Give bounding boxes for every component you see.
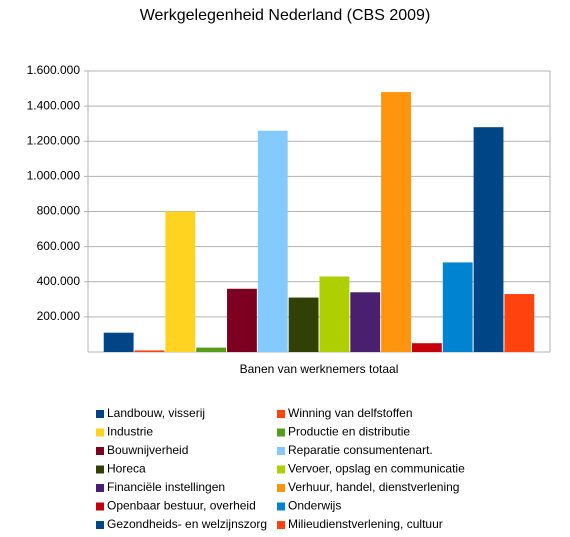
legend-label: Winning van delfstoffen: [288, 406, 413, 420]
legend-label: Landbouw, visserij: [107, 406, 205, 420]
legend-label: Bouwnijverheid: [107, 443, 188, 457]
legend-swatch: [96, 410, 104, 418]
bar: [411, 343, 442, 352]
legend-swatch: [96, 428, 104, 437]
y-tick-label: 600.000: [37, 239, 81, 253]
bar: [350, 292, 381, 352]
y-tick-label: 800.000: [37, 204, 81, 218]
legend-label: Financiële instellingen: [107, 480, 225, 494]
legend-swatch: [96, 484, 104, 492]
legend-label: Gezondheids- en welzijnszorg: [107, 517, 267, 531]
legend-swatch: [277, 484, 285, 492]
legend-label: Openbaar bestuur, overheid: [107, 499, 256, 513]
y-tick-label: 1.400.000: [27, 98, 81, 112]
legend-label: Verhuur, handel, dienstverlening: [288, 480, 459, 494]
legend-swatch: [277, 428, 285, 437]
legend-swatch: [277, 521, 285, 529]
legend-swatch: [96, 447, 104, 455]
bar: [134, 350, 165, 352]
bar: [257, 130, 288, 352]
bar: [473, 127, 504, 352]
bar: [227, 288, 257, 352]
legend-label: Milieudienstverlening, cultuur: [288, 517, 443, 531]
legend-label: Productie en distributie: [288, 425, 410, 439]
y-tick-label: 400.000: [37, 274, 81, 288]
y-tick-label: 1.600.000: [27, 63, 81, 77]
y-tick-label: 1.200.000: [27, 133, 81, 147]
legend-label: Onderwijs: [288, 499, 341, 513]
bar: [288, 297, 319, 352]
bar: [504, 294, 535, 352]
bar: [442, 262, 473, 352]
bar: [319, 276, 350, 352]
legend-swatch: [96, 521, 104, 529]
legend-label: Industrie: [107, 425, 153, 439]
bar: [381, 92, 411, 352]
legend-swatch: [96, 502, 104, 511]
bar: [196, 347, 227, 352]
legend-label: Vervoer, opslag en communicatie: [288, 462, 465, 476]
legend-swatch: [277, 502, 285, 511]
legend-swatch: [277, 447, 285, 455]
y-tick-label: 1.000.000: [27, 169, 81, 183]
y-tick-label: 200.000: [37, 309, 81, 323]
x-tick-label: Banen van werknemers totaal: [240, 362, 399, 376]
bar: [103, 332, 134, 352]
chart-title: Werkgelegenheid Nederland (CBS 2009): [140, 7, 431, 24]
legend-label: Horeca: [107, 462, 146, 476]
legend-swatch: [277, 465, 285, 474]
legend-label: Reparatie consumentenart.: [288, 443, 433, 457]
legend-swatch: [277, 410, 285, 418]
legend-swatch: [96, 465, 104, 474]
bar: [165, 211, 196, 352]
